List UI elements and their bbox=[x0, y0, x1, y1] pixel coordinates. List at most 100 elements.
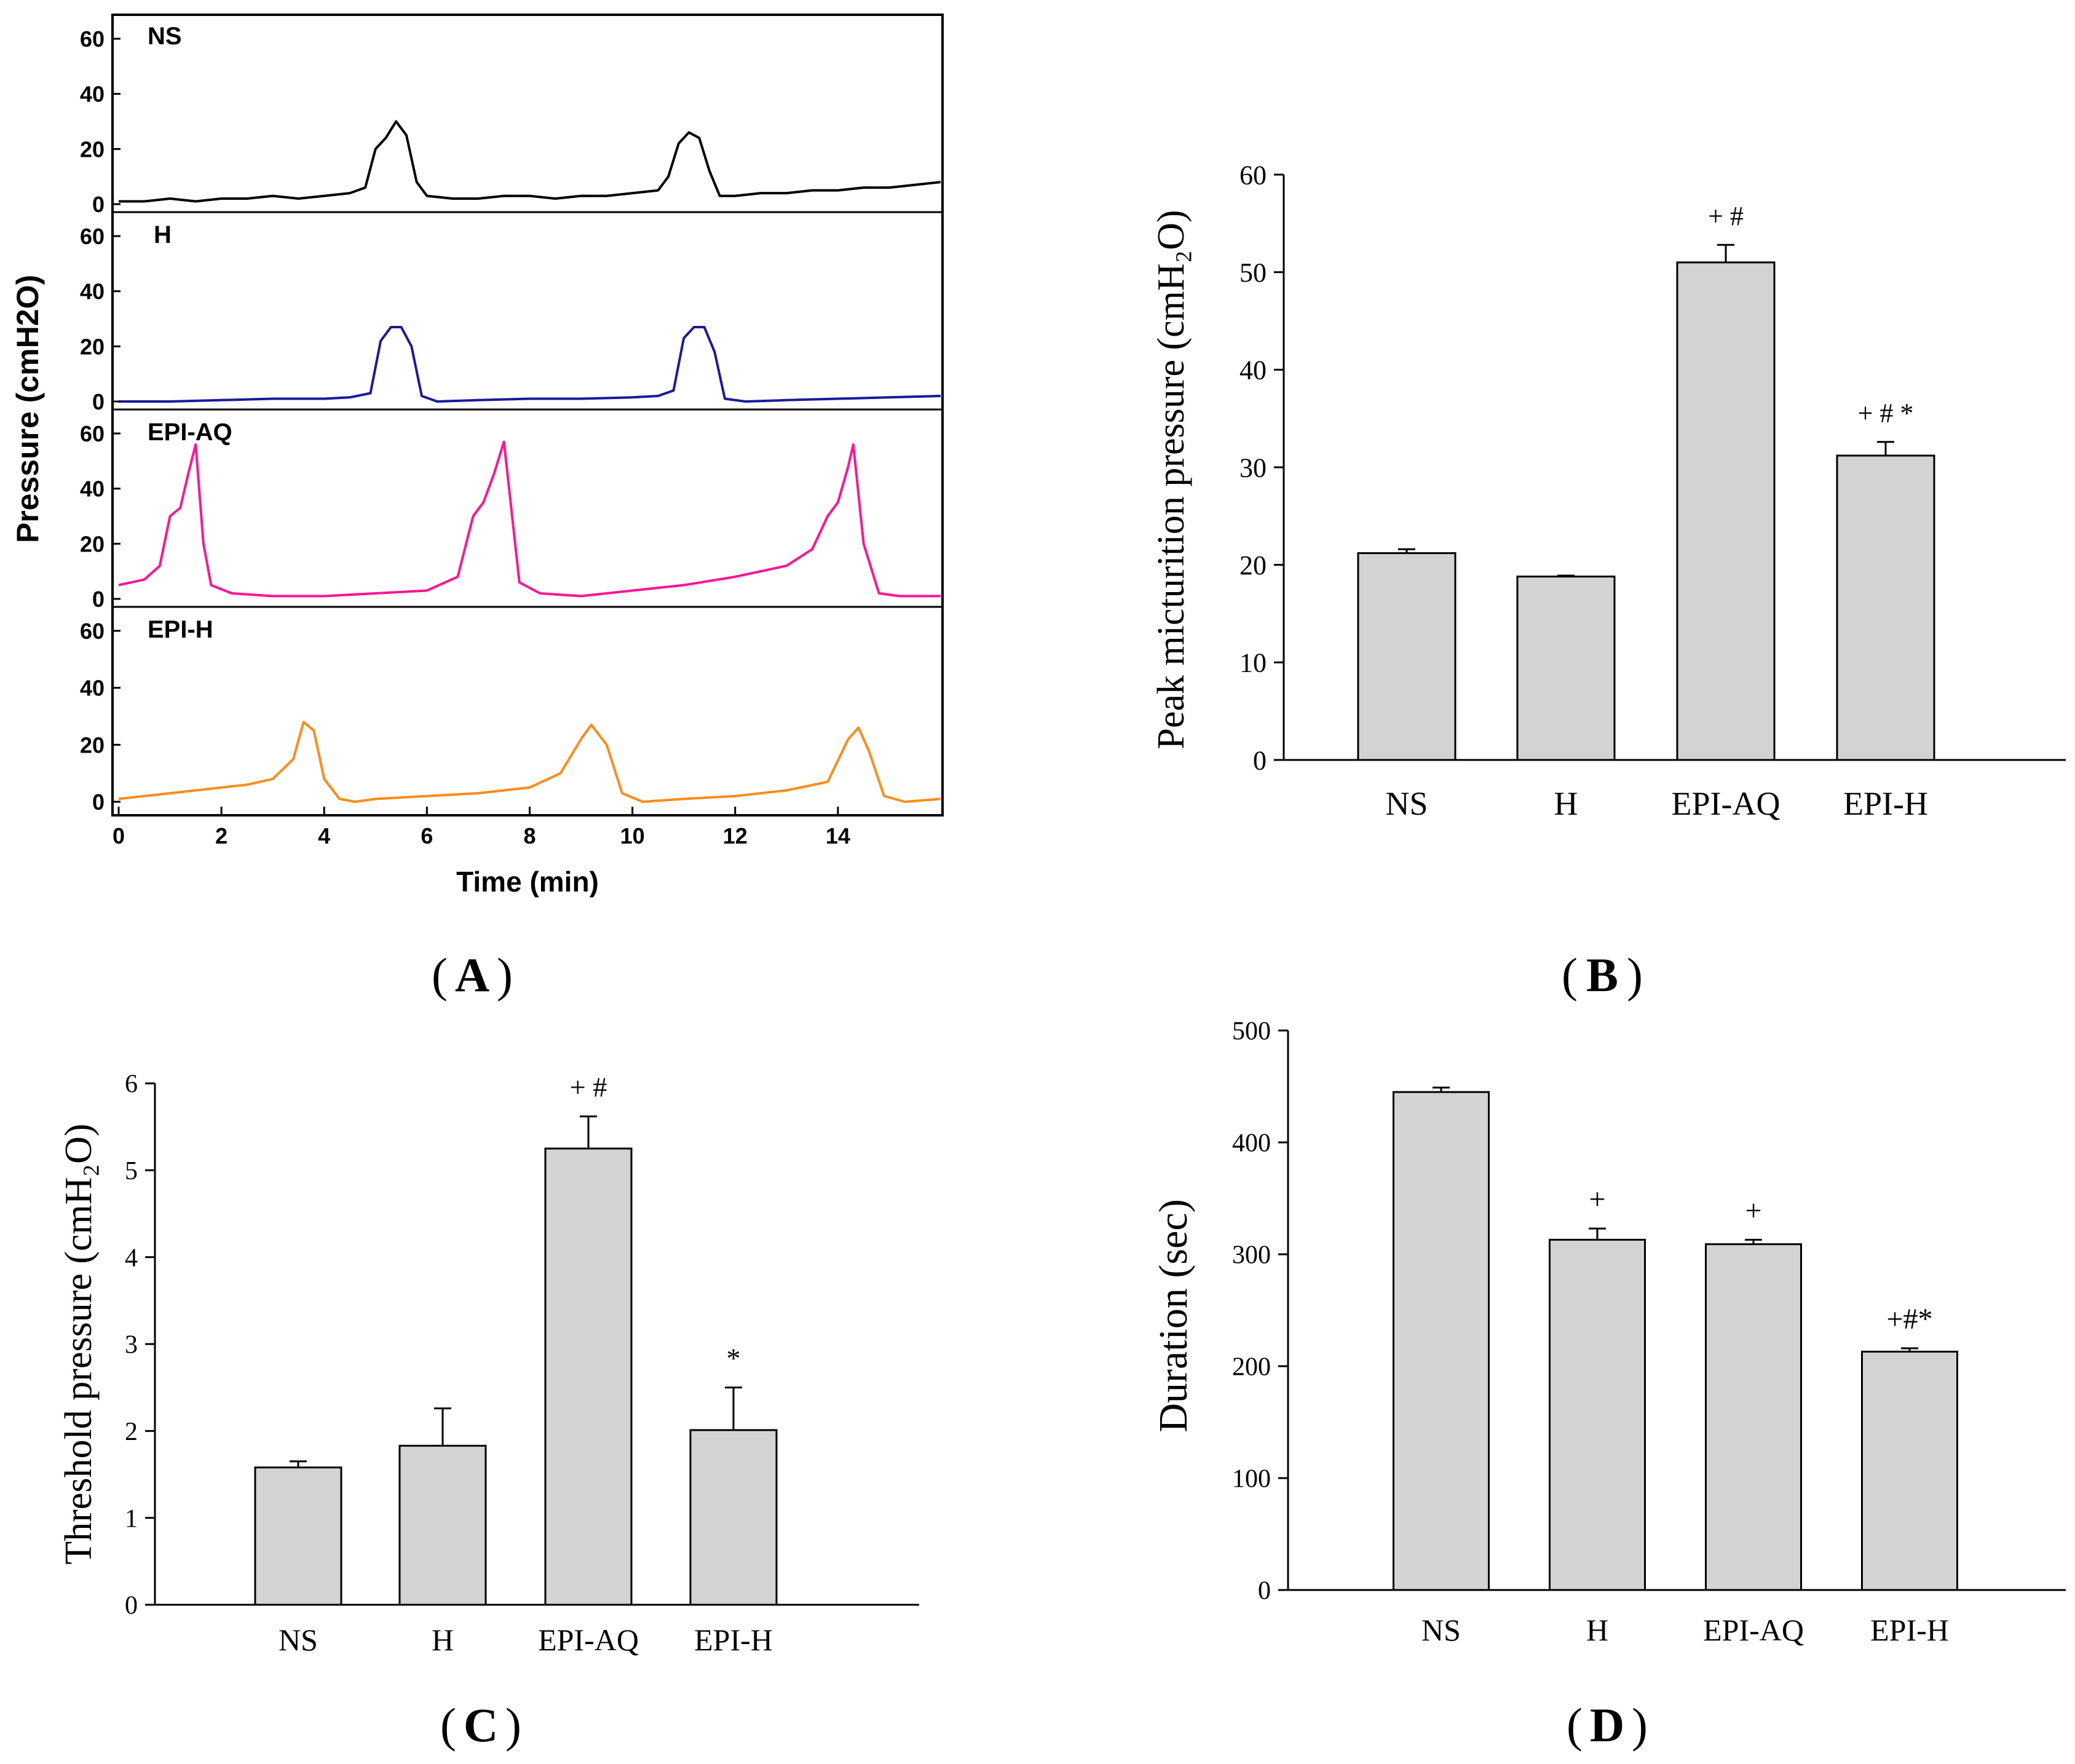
category-label-epi-aq: EPI-AQ bbox=[1672, 785, 1781, 822]
panel-d-close-paren: ) bbox=[1632, 1698, 1648, 1752]
panel-a-caption: ( A ) bbox=[432, 948, 513, 1002]
significance-epi-h: +#* bbox=[1886, 1303, 1932, 1335]
y-tick-label-4: 4 bbox=[125, 1244, 138, 1272]
category-label-ns: NS bbox=[1385, 785, 1428, 822]
panel-d-open-paren: ( bbox=[1567, 1698, 1583, 1752]
bar-h bbox=[1516, 575, 1616, 761]
bar-epi-aq bbox=[544, 1147, 633, 1606]
bar-ns bbox=[1393, 1091, 1490, 1591]
y-tick-label-ns-40: 40 bbox=[80, 82, 105, 107]
panel-b-caption: ( B ) bbox=[1562, 948, 1643, 1002]
bar-epi-h bbox=[1861, 1350, 1958, 1591]
y-tick-label-500: 500 bbox=[1232, 1018, 1271, 1046]
trace-h bbox=[119, 326, 941, 403]
bar-epi-h bbox=[1836, 454, 1935, 761]
y-tick-label-ns-60: 60 bbox=[80, 26, 105, 52]
panel-b-plot: 0 10 20 30 40 50 60 NS H EPI-AQ + # EPI-H + # * bbox=[1239, 160, 2066, 822]
category-label-h: H bbox=[432, 1623, 454, 1657]
panel-d-letter: D bbox=[1590, 1698, 1624, 1752]
panel-c-y-label: Threshold pressure (cmH₂O) bbox=[58, 1123, 100, 1564]
panel-a-y-label: Pressure (cmH2O) bbox=[10, 275, 45, 543]
trace-epi-h bbox=[118, 721, 941, 803]
trace-label-epi-aq: EPI-AQ bbox=[148, 419, 232, 446]
significance-epi-h: * bbox=[727, 1343, 741, 1374]
panel-c-open-paren: ( bbox=[440, 1698, 456, 1752]
panel-d-caption: ( D ) bbox=[1567, 1698, 1648, 1752]
significance-h: + bbox=[1589, 1183, 1605, 1216]
x-tick-label-12: 12 bbox=[723, 823, 748, 848]
trace-label-ns: NS bbox=[148, 23, 182, 50]
trace-epi-aq bbox=[118, 440, 941, 598]
y-tick-label-h-60: 60 bbox=[80, 224, 105, 249]
bar-epi-aq bbox=[1676, 261, 1776, 761]
significance-epi-aq: + bbox=[1745, 1194, 1761, 1227]
panel-b-close-paren: ) bbox=[1627, 948, 1643, 1002]
y-tick-label-3: 3 bbox=[125, 1331, 138, 1359]
panel-a-open-paren: ( bbox=[432, 948, 448, 1002]
y-tick-label-5: 5 bbox=[125, 1157, 138, 1185]
bar-ns bbox=[1357, 552, 1456, 761]
y-tick-label-100: 100 bbox=[1232, 1465, 1271, 1493]
category-label-epi-aq: EPI-AQ bbox=[538, 1623, 639, 1657]
x-tick-label-8: 8 bbox=[523, 823, 536, 848]
panel-a-close-paren: ) bbox=[497, 948, 513, 1002]
bar-h bbox=[398, 1444, 487, 1606]
category-label-h: H bbox=[1586, 1613, 1608, 1647]
category-label-ns: NS bbox=[1421, 1613, 1461, 1647]
significance-epi-aq: + # bbox=[1708, 201, 1744, 231]
category-label-h: H bbox=[1554, 785, 1578, 822]
bar-epi-h bbox=[689, 1429, 778, 1606]
y-tick-label-epi-aq-0: 0 bbox=[92, 587, 105, 612]
panel-c-threshold-pressure: Threshold pressure (cmH₂O) 0 1 2 3 4 5 6 NS H EPI… bbox=[58, 1070, 919, 1752]
panel-a-letter: A bbox=[455, 948, 489, 1002]
y-tick-label-epi-h-40: 40 bbox=[80, 676, 105, 701]
bar-ns bbox=[254, 1466, 342, 1606]
bar-h bbox=[1549, 1238, 1646, 1591]
category-label-epi-h: EPI-H bbox=[694, 1623, 773, 1657]
y-tick-label-epi-aq-60: 60 bbox=[80, 421, 105, 446]
y-tick-label-ns-20: 20 bbox=[80, 136, 105, 162]
y-tick-label-epi-h-0: 0 bbox=[92, 789, 105, 815]
y-tick-label-20: 20 bbox=[1239, 550, 1267, 580]
y-tick-label-30: 30 bbox=[1239, 453, 1267, 483]
category-label-ns: NS bbox=[279, 1623, 318, 1657]
panel-b-peak-pressure: Peak micturition pressure (cmH₂O) 0 10 20 3… bbox=[1150, 160, 2066, 1002]
panel-a-x-ticks: 0 2 4 6 8 10 12 14 bbox=[113, 807, 850, 848]
category-label-epi-h: EPI-H bbox=[1870, 1613, 1949, 1647]
panel-b-letter: B bbox=[1586, 948, 1618, 1002]
y-tick-label-300: 300 bbox=[1232, 1241, 1271, 1270]
trace-label-h: H bbox=[154, 221, 172, 248]
significance-epi-aq: + # bbox=[570, 1072, 607, 1103]
y-tick-label-400: 400 bbox=[1232, 1129, 1271, 1158]
y-tick-label-h-0: 0 bbox=[92, 389, 105, 414]
y-tick-label-60: 60 bbox=[1239, 160, 1267, 190]
x-tick-label-10: 10 bbox=[620, 823, 645, 848]
x-tick-label-2: 2 bbox=[215, 823, 227, 848]
panel-a-x-label: Time (min) bbox=[456, 866, 599, 898]
y-tick-label-200: 200 bbox=[1232, 1353, 1271, 1382]
y-tick-label-50: 50 bbox=[1239, 258, 1267, 288]
panel-c-plot: 0 1 2 3 4 5 6 NS H EPI-AQ + # EPI-H * bbox=[125, 1070, 919, 1657]
trace-ns bbox=[119, 120, 941, 203]
significance-epi-h: + # * bbox=[1858, 398, 1914, 429]
panel-a-y-ticks: 0 20 40 60 0 20 40 60 0 20 40 60 0 20 40 60 bbox=[80, 26, 121, 815]
bar-epi-aq bbox=[1705, 1243, 1802, 1591]
y-tick-label-epi-aq-20: 20 bbox=[80, 531, 105, 556]
y-tick-label-ns-0: 0 bbox=[92, 192, 105, 217]
y-tick-label-h-20: 20 bbox=[80, 334, 105, 359]
panel-c-letter: C bbox=[464, 1698, 498, 1752]
panel-c-caption: ( C ) bbox=[440, 1698, 521, 1752]
y-tick-label-epi-h-20: 20 bbox=[80, 732, 105, 757]
y-tick-label-6: 6 bbox=[125, 1070, 138, 1099]
y-tick-label-1: 1 bbox=[125, 1505, 138, 1533]
y-tick-label-epi-h-60: 60 bbox=[80, 619, 105, 644]
panel-b-open-paren: ( bbox=[1562, 948, 1578, 1002]
x-tick-label-14: 14 bbox=[826, 823, 850, 848]
panel-b-y-label: Peak micturition pressure (cmH₂O) bbox=[1150, 210, 1192, 749]
x-tick-label-6: 6 bbox=[421, 823, 433, 848]
category-label-epi-aq: EPI-AQ bbox=[1703, 1613, 1804, 1647]
y-tick-label-0: 0 bbox=[125, 1592, 138, 1620]
y-tick-label-40: 40 bbox=[1239, 355, 1267, 386]
